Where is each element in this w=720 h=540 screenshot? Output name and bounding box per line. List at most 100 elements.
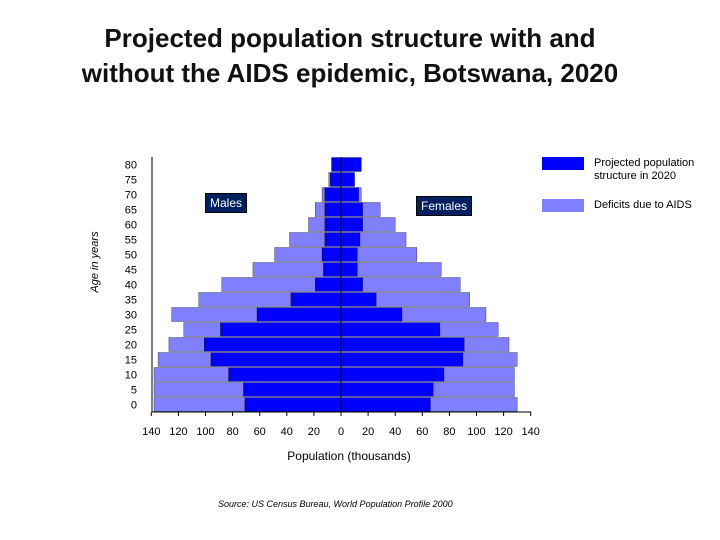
bar-female-deficit-25 bbox=[439, 322, 499, 337]
x-tick-label: 60 bbox=[416, 426, 428, 438]
y-tick-label-70: 70 bbox=[125, 190, 137, 202]
bar-male-projected-20 bbox=[203, 337, 342, 352]
legend-label-projected: Projected population structure in 2020 bbox=[594, 157, 695, 182]
x-tick-label: 140 bbox=[522, 426, 540, 438]
source-note: Source: US Census Bureau, World Populati… bbox=[218, 499, 453, 509]
bar-male-deficit-40 bbox=[221, 277, 316, 292]
bar-female-projected-75 bbox=[340, 172, 355, 187]
bar-female-deficit-60 bbox=[362, 217, 396, 232]
bar-male-deficit-30 bbox=[171, 307, 258, 322]
x-tick-label: 120 bbox=[494, 426, 512, 438]
x-tick-label: 80 bbox=[226, 426, 238, 438]
y-tick-label-75: 75 bbox=[125, 175, 137, 187]
legend-label-deficit: Deficits due to AIDS bbox=[594, 199, 692, 211]
bar-female-deficit-65 bbox=[362, 202, 381, 217]
bar-female-deficit-30 bbox=[401, 307, 487, 322]
x-tick-label: 40 bbox=[281, 426, 293, 438]
bar-male-deficit-65 bbox=[315, 202, 325, 217]
bar-male-deficit-0 bbox=[153, 397, 245, 412]
y-tick-label-5: 5 bbox=[131, 385, 137, 397]
x-axis-label: Population (thousands) bbox=[287, 449, 411, 463]
x-tick-label: 40 bbox=[389, 426, 401, 438]
bar-male-deficit-75 bbox=[328, 172, 331, 187]
bar-female-deficit-0 bbox=[430, 397, 518, 412]
bar-female-projected-55 bbox=[340, 232, 361, 247]
bar-male-projected-75 bbox=[330, 172, 342, 187]
y-tick-label-20: 20 bbox=[125, 340, 137, 352]
legend-item-deficit: Deficits due to AIDS bbox=[542, 199, 720, 212]
x-tick-label: 100 bbox=[196, 426, 214, 438]
bar-female-projected-15 bbox=[340, 352, 464, 367]
bar-male-projected-30 bbox=[256, 307, 342, 322]
x-tick-label: 20 bbox=[362, 426, 374, 438]
bar-female-projected-65 bbox=[340, 202, 363, 217]
bar-female-deficit-55 bbox=[359, 232, 407, 247]
x-tick-label: 120 bbox=[169, 426, 187, 438]
legend-item-projected: Projected population structure in 2020 bbox=[542, 157, 720, 183]
chart-title-line1: Projected population structure with and bbox=[104, 23, 596, 53]
legend-swatch-projected bbox=[542, 157, 584, 170]
bar-female-deficit-15 bbox=[462, 352, 518, 367]
y-tick-label-10: 10 bbox=[125, 370, 137, 382]
bar-female-projected-35 bbox=[340, 292, 377, 307]
y-tick-label-80: 80 bbox=[125, 160, 137, 172]
y-tick-label-25: 25 bbox=[125, 325, 137, 337]
bar-male-projected-50 bbox=[321, 247, 342, 262]
bar-female-deficit-10 bbox=[443, 367, 515, 382]
bar-male-deficit-45 bbox=[252, 262, 324, 277]
legend-swatch-deficit bbox=[542, 199, 584, 212]
bar-female-projected-80 bbox=[340, 157, 362, 172]
y-tick-label-45: 45 bbox=[125, 265, 137, 277]
bar-male-projected-60 bbox=[324, 217, 342, 232]
bar-female-deficit-45 bbox=[357, 262, 442, 277]
bar-female-projected-30 bbox=[340, 307, 403, 322]
bar-male-deficit-25 bbox=[183, 322, 221, 337]
bar-female-deficit-5 bbox=[432, 382, 515, 397]
bar-male-projected-35 bbox=[290, 292, 342, 307]
bar-female-projected-70 bbox=[340, 187, 359, 202]
bar-female-deficit-70 bbox=[358, 187, 362, 202]
males-label: Males bbox=[205, 193, 248, 213]
bar-male-deficit-20 bbox=[168, 337, 205, 352]
bar-female-projected-20 bbox=[340, 337, 465, 352]
y-tick-label-60: 60 bbox=[125, 220, 137, 232]
bar-male-projected-45 bbox=[323, 262, 342, 277]
bar-female-projected-5 bbox=[340, 382, 434, 397]
bar-female-projected-0 bbox=[340, 397, 431, 412]
bar-female-projected-25 bbox=[340, 322, 441, 337]
bar-male-projected-55 bbox=[324, 232, 342, 247]
x-tick-label: 20 bbox=[308, 426, 320, 438]
y-axis-label: Age in years bbox=[89, 231, 101, 293]
bar-male-projected-15 bbox=[210, 352, 342, 367]
bar-male-projected-40 bbox=[315, 277, 342, 292]
bar-female-projected-10 bbox=[340, 367, 445, 382]
y-tick-label-0: 0 bbox=[131, 400, 137, 412]
bar-male-projected-0 bbox=[244, 397, 342, 412]
bar-female-deficit-40 bbox=[362, 277, 461, 292]
bar-female-projected-40 bbox=[340, 277, 363, 292]
x-tick-label: 0 bbox=[338, 426, 344, 438]
bar-male-deficit-5 bbox=[153, 382, 244, 397]
y-tick-label-40: 40 bbox=[125, 280, 137, 292]
bar-male-deficit-15 bbox=[157, 352, 212, 367]
x-tick-label: 140 bbox=[142, 426, 160, 438]
bar-male-projected-65 bbox=[324, 202, 342, 217]
bar-male-projected-25 bbox=[220, 322, 342, 337]
bar-male-deficit-10 bbox=[153, 367, 229, 382]
y-tick-label-30: 30 bbox=[125, 310, 137, 322]
bar-male-deficit-35 bbox=[198, 292, 292, 307]
bar-female-deficit-50 bbox=[357, 247, 418, 262]
bar-male-projected-10 bbox=[228, 367, 342, 382]
bar-male-projected-70 bbox=[324, 187, 342, 202]
bar-male-deficit-70 bbox=[321, 187, 325, 202]
bar-female-projected-45 bbox=[340, 262, 358, 277]
females-label: Females bbox=[416, 196, 473, 216]
x-tick-label: 60 bbox=[254, 426, 266, 438]
y-tick-label-55: 55 bbox=[125, 235, 137, 247]
bar-male-projected-5 bbox=[243, 382, 342, 397]
y-tick-label-65: 65 bbox=[125, 205, 137, 217]
bar-female-projected-60 bbox=[340, 217, 363, 232]
bar-female-deficit-35 bbox=[376, 292, 470, 307]
bar-male-deficit-50 bbox=[274, 247, 323, 262]
